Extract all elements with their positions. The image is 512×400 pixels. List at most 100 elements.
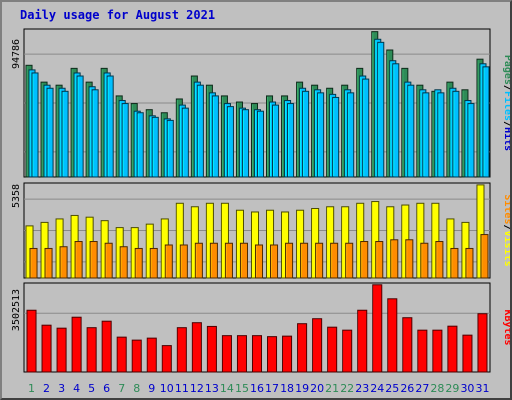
right-label-part: /: [502, 224, 510, 230]
bar-sites: [89, 241, 98, 279]
x-tick-label: 16: [250, 382, 264, 395]
x-tick-label: 4: [73, 382, 80, 395]
bar-hits: [106, 75, 114, 178]
right-axis-label-pages-files: Pages/Files/Hits: [502, 55, 510, 151]
right-axis-label-visits-sites: Sites/Visits: [502, 194, 510, 266]
bar-kbytes: [447, 325, 458, 373]
right-label-part: Pages: [502, 55, 510, 85]
bar-hits: [272, 104, 280, 178]
bar-hits: [392, 63, 400, 178]
bar-sites: [330, 242, 339, 279]
bar-sites: [29, 247, 38, 279]
bar-kbytes: [477, 313, 488, 373]
bar-sites: [360, 241, 369, 279]
bar-kbytes: [402, 317, 413, 373]
bar-hits: [302, 90, 310, 178]
right-axis-label-kbytes: KBytes: [502, 309, 510, 345]
bar-kbytes: [267, 336, 278, 373]
bar-kbytes: [41, 324, 52, 373]
x-tick-label: 20: [310, 382, 324, 395]
bar-sites: [420, 242, 429, 279]
x-tick-label: 27: [415, 382, 429, 395]
bar-hits: [482, 66, 490, 178]
x-tick-label: 14: [220, 382, 234, 395]
y-max-label: 94786: [11, 39, 22, 69]
bar-kbytes: [297, 323, 308, 373]
bar-hits: [166, 119, 174, 178]
bar-hits: [121, 103, 129, 178]
x-tick-label: 19: [295, 382, 309, 395]
bar-kbytes: [357, 309, 368, 373]
bar-kbytes: [146, 337, 157, 373]
x-tick-label: 5: [88, 382, 95, 395]
bar-kbytes: [71, 316, 82, 373]
bar-sites: [345, 242, 354, 279]
bar-hits: [287, 103, 295, 178]
bar-sites: [390, 239, 399, 279]
bar-sites: [405, 239, 414, 279]
bar-hits: [437, 92, 445, 178]
bar-hits: [241, 109, 249, 178]
bar-hits: [136, 112, 144, 178]
chart-title: Daily usage for August 2021: [20, 8, 216, 22]
bar-sites: [104, 242, 113, 279]
bar-kbytes: [86, 327, 97, 373]
x-tick-label: 10: [160, 382, 174, 395]
x-tick-label: 29: [445, 382, 459, 395]
bar-hits: [407, 84, 415, 178]
bar-sites: [270, 244, 279, 279]
x-tick-label: 28: [430, 382, 444, 395]
bar-kbytes: [327, 326, 338, 373]
x-tick-label: 24: [370, 382, 384, 395]
right-label-part: /: [502, 85, 510, 91]
bar-hits: [46, 87, 54, 178]
bar-kbytes: [462, 334, 473, 373]
bar-hits: [467, 103, 475, 178]
bar-kbytes: [417, 329, 428, 373]
bar-hits: [347, 92, 355, 178]
right-label-part: Files: [502, 91, 510, 121]
bar-kbytes: [342, 329, 353, 373]
bar-hits: [181, 107, 189, 178]
bar-sites: [435, 241, 444, 279]
bar-hits: [317, 92, 325, 178]
x-tick-label: 17: [265, 382, 279, 395]
bar-sites: [285, 242, 294, 279]
right-label-part: /: [502, 121, 510, 127]
bar-sites: [209, 242, 218, 279]
x-tick-label: 11: [175, 382, 189, 395]
x-tick-label: 22: [340, 382, 354, 395]
x-tick-label: 23: [355, 382, 369, 395]
bar-kbytes: [251, 335, 263, 373]
x-tick-label: 12: [190, 382, 204, 395]
x-tick-label: 30: [460, 382, 474, 395]
bar-sites: [254, 244, 264, 279]
bar-kbytes: [176, 327, 187, 373]
x-tick-label: 21: [325, 382, 339, 395]
x-tick-label: 1: [28, 382, 35, 395]
bar-sites: [179, 244, 188, 279]
bar-hits: [211, 95, 219, 178]
bar-kbytes: [236, 335, 247, 373]
bar-hits: [91, 89, 99, 178]
bar-kbytes: [312, 318, 323, 373]
bar-sites: [134, 247, 143, 279]
x-tick-label: 26: [400, 382, 414, 395]
bar-hits: [452, 90, 460, 178]
bar-kbytes: [116, 336, 127, 373]
bar-hits: [422, 92, 430, 178]
x-tick-label: 13: [205, 382, 219, 395]
x-tick-label: 8: [133, 382, 140, 395]
bar-sites: [300, 242, 309, 279]
bar-sites: [44, 247, 53, 279]
x-tick-label: 31: [475, 382, 489, 395]
x-tick-label: 9: [148, 382, 155, 395]
bar-kbytes: [282, 335, 293, 373]
bar-sites: [450, 247, 459, 279]
bar-hits: [362, 78, 370, 178]
bar-hits: [151, 116, 159, 178]
bar-hits: [332, 96, 340, 178]
bar-kbytes: [131, 339, 142, 373]
bar-kbytes: [191, 322, 202, 373]
